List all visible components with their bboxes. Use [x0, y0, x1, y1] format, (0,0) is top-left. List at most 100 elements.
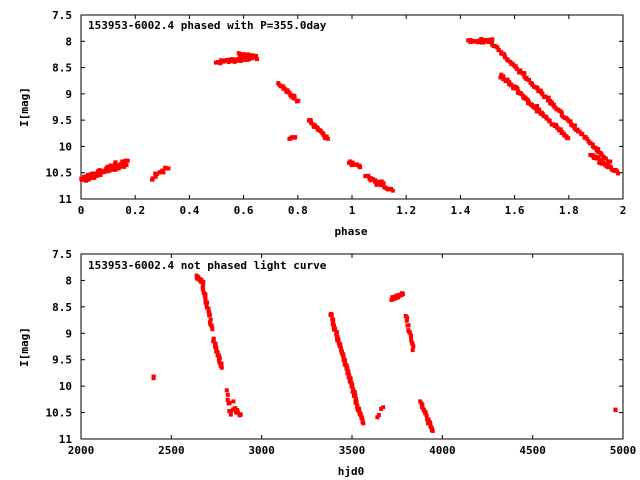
top-data-point — [535, 86, 540, 91]
top-data-point — [292, 93, 297, 98]
top-data-point — [585, 136, 590, 141]
top-x-tick-label: 2 — [620, 204, 627, 217]
bottom-data-point — [219, 361, 224, 366]
top-data-point — [123, 158, 128, 163]
top-data-point — [547, 119, 552, 124]
top-data-point — [608, 164, 613, 169]
bottom-data-point — [354, 397, 359, 402]
bottom-data-point — [201, 281, 206, 286]
top-data-point — [527, 78, 531, 82]
top-data-point — [546, 95, 551, 100]
top-data-point — [279, 84, 284, 89]
bottom-data-point — [334, 332, 339, 337]
bottom-data-point — [203, 297, 208, 302]
bottom-data-point — [211, 339, 216, 344]
bottom-x-tick-label: 4000 — [429, 444, 456, 457]
bottom-data-point — [404, 318, 409, 323]
bottom-data-point — [335, 335, 340, 339]
top-x-tick-label: 0.2 — [125, 204, 145, 217]
top-y-tick-label: 9 — [65, 88, 72, 101]
top-data-point — [366, 173, 371, 178]
bottom-data-point — [338, 345, 343, 350]
top-y-tick-label: 8 — [65, 35, 72, 48]
top-data-point — [84, 178, 88, 183]
bottom-data-point — [213, 341, 218, 346]
bottom-data-point — [224, 388, 229, 393]
bottom-data-point — [357, 406, 362, 411]
bottom-data-point — [344, 364, 349, 368]
top-data-point — [588, 140, 593, 145]
top-data-point — [566, 136, 571, 141]
top-data-point — [546, 98, 550, 103]
bottom-data-point — [613, 407, 618, 412]
bottom-x-axis-label: hjd0 — [338, 465, 365, 478]
bottom-data-point — [410, 348, 415, 353]
top-data-point — [112, 162, 117, 167]
top-data-point — [350, 160, 355, 165]
top-data-point — [558, 127, 563, 132]
top-panel: 153953-6002.4 phased with P=355.0day pha… — [18, 9, 626, 238]
bottom-y-tick-label: 8.5 — [52, 301, 72, 314]
bottom-data-point — [228, 412, 233, 417]
top-data-point — [368, 178, 373, 183]
bottom-data-point — [219, 365, 224, 370]
bottom-data-point — [360, 416, 364, 421]
top-x-tick-label: 0.8 — [288, 204, 308, 217]
bottom-data-point — [216, 353, 221, 358]
top-data-point — [614, 169, 619, 174]
top-x-tick-label: 1 — [349, 204, 356, 217]
top-data-point — [535, 104, 540, 108]
bottom-data-point — [352, 390, 357, 395]
top-data-point — [98, 173, 103, 177]
bottom-data-point — [409, 334, 413, 339]
bottom-data-point — [352, 393, 357, 398]
bottom-data-point — [225, 397, 230, 402]
bottom-data-point — [348, 376, 353, 381]
bottom-x-tick-label: 2500 — [158, 444, 185, 457]
top-data-point — [237, 53, 242, 58]
top-data-point — [524, 75, 529, 80]
bottom-data-point — [329, 312, 334, 317]
top-data-point — [118, 162, 123, 167]
bottom-data-point — [202, 293, 207, 298]
bottom-data-point — [206, 306, 211, 311]
bottom-data-point — [227, 400, 232, 405]
top-data-point — [118, 164, 122, 169]
top-data-point — [243, 53, 248, 58]
bottom-y-tick-label: 7.5 — [52, 248, 72, 261]
top-x-tick-label: 1.2 — [396, 204, 416, 217]
bottom-x-tick-label: 3500 — [339, 444, 366, 457]
bottom-x-tick-label: 4500 — [519, 444, 546, 457]
top-data-point — [290, 93, 295, 98]
top-ticks: 0 0.2 0.4 0.6 0.8 1 1.2 1.4 1.6 1.8 2 7.5 8 8.5 9 9.5 10… — [46, 9, 627, 217]
top-data-point — [506, 58, 511, 63]
top-data-point — [292, 96, 297, 101]
bottom-y-tick-label: 9.5 — [52, 354, 72, 367]
top-data-point — [544, 116, 549, 121]
top-data-point — [533, 106, 538, 111]
top-data-point — [518, 70, 523, 75]
top-data-point — [507, 80, 512, 85]
top-data-point — [163, 166, 168, 171]
top-data-point — [218, 61, 223, 66]
top-data-point — [608, 159, 613, 164]
bottom-y-tick-label: 8 — [65, 274, 72, 287]
top-data-point — [287, 90, 292, 95]
top-x-tick-label: 0.4 — [179, 204, 199, 217]
bottom-ticks: 2000 2500 3000 3500 4000 4500 5000 7.5 8 8.5 9 9.5 1… — [46, 248, 637, 457]
top-data-point — [166, 166, 171, 171]
top-data-point — [255, 57, 259, 62]
top-y-axis-label: I[mag] — [18, 87, 31, 127]
bottom-data-point — [235, 407, 240, 412]
top-x-axis-label: phase — [334, 225, 367, 238]
bottom-plot-frame — [80, 253, 624, 440]
top-data-point — [293, 135, 298, 140]
bottom-data-point — [215, 350, 220, 355]
bottom-data-point — [343, 358, 348, 363]
bottom-data-point — [151, 376, 156, 381]
bottom-data-points — [151, 273, 618, 433]
top-y-tick-label: 10 — [59, 140, 72, 153]
bottom-data-point — [201, 288, 206, 293]
top-data-point — [572, 123, 577, 128]
